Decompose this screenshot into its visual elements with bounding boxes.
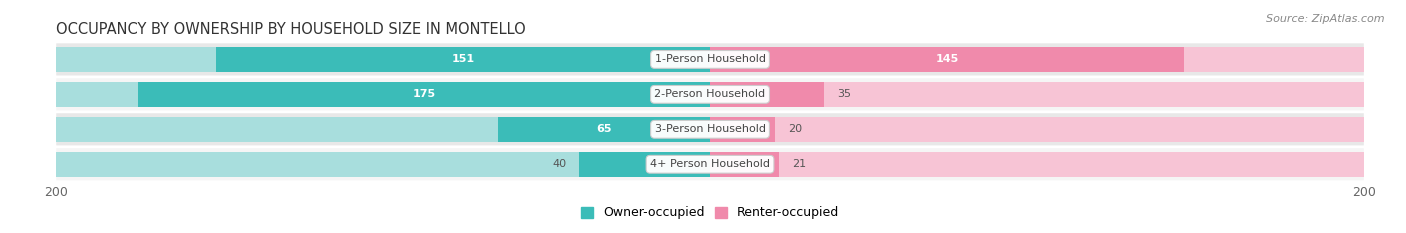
Bar xyxy=(56,47,710,72)
Bar xyxy=(710,117,776,142)
Text: 21: 21 xyxy=(792,159,806,169)
Text: 4+ Person Household: 4+ Person Household xyxy=(650,159,770,169)
Bar xyxy=(710,117,1364,142)
Bar xyxy=(498,117,710,142)
Bar xyxy=(56,152,710,177)
Text: OCCUPANCY BY OWNERSHIP BY HOUSEHOLD SIZE IN MONTELLO: OCCUPANCY BY OWNERSHIP BY HOUSEHOLD SIZE… xyxy=(56,22,526,37)
Bar xyxy=(710,47,1364,72)
Text: 65: 65 xyxy=(596,124,612,134)
Bar xyxy=(56,82,710,107)
Bar xyxy=(710,82,824,107)
Text: 151: 151 xyxy=(451,55,475,64)
Text: 40: 40 xyxy=(553,159,567,169)
Text: 3-Person Household: 3-Person Household xyxy=(655,124,765,134)
Text: Source: ZipAtlas.com: Source: ZipAtlas.com xyxy=(1267,14,1385,24)
Bar xyxy=(217,47,710,72)
Text: 20: 20 xyxy=(789,124,803,134)
FancyBboxPatch shape xyxy=(56,113,1364,145)
Bar xyxy=(56,117,710,142)
Bar xyxy=(138,82,710,107)
Text: 35: 35 xyxy=(838,89,852,99)
FancyBboxPatch shape xyxy=(56,148,1364,180)
Text: 175: 175 xyxy=(412,89,436,99)
Text: 2-Person Household: 2-Person Household xyxy=(654,89,766,99)
Bar xyxy=(710,47,1184,72)
Text: 145: 145 xyxy=(935,55,959,64)
FancyBboxPatch shape xyxy=(56,43,1364,75)
Bar xyxy=(710,82,1364,107)
FancyBboxPatch shape xyxy=(56,78,1364,110)
Text: 1-Person Household: 1-Person Household xyxy=(655,55,765,64)
Bar xyxy=(710,152,779,177)
Bar xyxy=(579,152,710,177)
Legend: Owner-occupied, Renter-occupied: Owner-occupied, Renter-occupied xyxy=(575,201,845,224)
Bar xyxy=(710,152,1364,177)
